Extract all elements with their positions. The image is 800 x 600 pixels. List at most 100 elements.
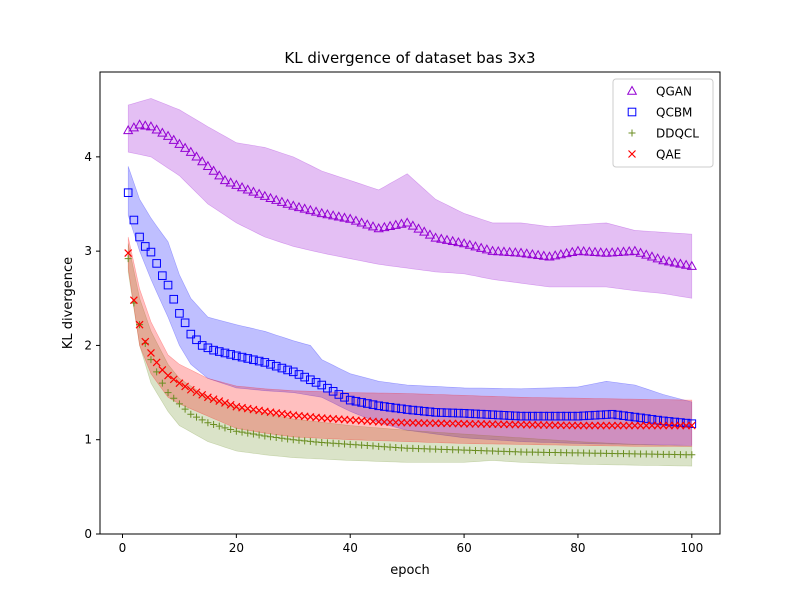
marker-qcbm: [266, 359, 275, 369]
marker-qcbm: [425, 407, 435, 417]
marker-qcbm: [294, 370, 304, 379]
marker-qae: [465, 419, 474, 428]
marker-qgan: [453, 236, 464, 247]
marker-qgan: [658, 255, 669, 265]
marker-qcbm: [357, 398, 366, 407]
marker-qcbm: [328, 387, 338, 396]
marker-qae: [448, 419, 457, 428]
marker-qcbm: [437, 408, 446, 417]
marker-ddqcl: [227, 426, 235, 434]
marker-qae: [522, 420, 531, 429]
marker-qgan: [555, 249, 567, 259]
confidence-bands: [127, 98, 693, 467]
marker-qae: [539, 421, 548, 429]
marker-ddqcl: [278, 434, 286, 442]
marker-ddqcl: [289, 436, 297, 444]
marker-qae: [209, 395, 218, 404]
marker-qcbm: [232, 351, 241, 361]
marker-qgan: [185, 146, 196, 156]
marker-qae: [482, 420, 491, 428]
marker-ddqcl: [175, 400, 183, 408]
marker-qgan: [663, 256, 675, 266]
marker-qgan: [356, 217, 367, 227]
marker-qgan: [242, 184, 253, 194]
marker-qcbm: [408, 405, 418, 415]
marker-qgan: [345, 213, 356, 223]
marker-qgan: [367, 221, 379, 231]
marker-qcbm: [550, 411, 560, 421]
marker-qcbm: [180, 318, 190, 328]
x-axis-label: epoch: [390, 563, 430, 578]
marker-ddqcl: [215, 422, 223, 430]
marker-qae: [596, 421, 605, 430]
marker-qgan: [641, 249, 652, 259]
marker-qgan: [231, 179, 242, 189]
marker-qae: [528, 420, 537, 429]
marker-ddqcl: [124, 255, 132, 263]
marker-qgan: [265, 192, 276, 203]
marker-qcbm: [528, 411, 537, 421]
marker-qae: [477, 420, 486, 428]
legend-marker-qae: [628, 150, 636, 158]
marker-qgan: [157, 127, 168, 137]
marker-qae: [426, 419, 434, 428]
marker-qcbm: [271, 361, 281, 371]
marker-qae: [460, 419, 469, 428]
marker-qcbm: [499, 410, 509, 420]
marker-qcbm: [306, 375, 315, 385]
marker-qcbm: [493, 410, 503, 420]
marker-qcbm: [140, 242, 150, 251]
marker-qcbm: [562, 411, 571, 421]
marker-qgan: [595, 247, 606, 257]
chart-title: KL divergence of dataset bas 3x3: [284, 49, 535, 67]
marker-qgan: [458, 238, 470, 248]
marker-qgan: [447, 235, 458, 246]
marker-ddqcl: [232, 427, 240, 435]
marker-qcbm: [465, 409, 475, 418]
marker-qcbm: [214, 347, 224, 356]
marker-qae: [147, 349, 155, 357]
marker-qgan: [487, 245, 498, 255]
marker-qgan: [362, 219, 373, 229]
marker-qgan: [151, 124, 162, 134]
marker-qae: [574, 421, 582, 430]
marker-qgan: [179, 142, 191, 152]
marker-qgan: [686, 260, 697, 270]
marker-qgan: [618, 246, 629, 256]
series-markers: [123, 119, 697, 459]
marker-qcbm: [374, 401, 383, 411]
marker-qae: [129, 296, 138, 305]
marker-qgan: [310, 206, 322, 216]
marker-qcbm: [340, 392, 349, 402]
marker-qgan: [282, 198, 293, 208]
marker-qae: [602, 421, 611, 430]
marker-qgan: [202, 160, 214, 170]
marker-qgan: [327, 210, 339, 220]
marker-qae: [198, 390, 207, 399]
marker-qcbm: [471, 409, 480, 419]
marker-qae: [471, 419, 480, 428]
marker-qae: [687, 421, 696, 430]
x-tick-label: 80: [570, 541, 585, 555]
band-qae: [127, 236, 693, 447]
marker-ddqcl: [312, 438, 320, 446]
marker-qcbm: [533, 411, 543, 421]
marker-qcbm: [345, 395, 355, 405]
marker-qgan: [276, 196, 288, 206]
marker-qcbm: [169, 294, 179, 304]
marker-qgan: [561, 247, 572, 258]
y-tick-label: 4: [84, 150, 92, 164]
marker-qcbm: [482, 410, 492, 419]
marker-qgan: [134, 119, 145, 129]
marker-qae: [670, 421, 679, 430]
marker-qgan: [515, 247, 527, 257]
marker-qcbm: [556, 411, 566, 421]
marker-qcbm: [220, 348, 230, 358]
marker-qgan: [601, 247, 612, 257]
marker-qcbm: [419, 406, 429, 416]
marker-qae: [591, 421, 599, 430]
marker-qgan: [197, 156, 208, 166]
marker-qae: [215, 397, 224, 405]
y-axis-label: KL divergence: [61, 257, 76, 349]
marker-qae: [420, 419, 429, 427]
